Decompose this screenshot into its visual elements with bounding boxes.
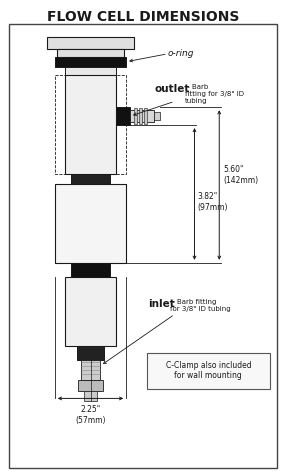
Bar — [71, 174, 110, 183]
Bar — [130, 110, 154, 122]
Bar — [77, 346, 104, 360]
Text: inlet: inlet — [148, 299, 175, 309]
Text: C-Clamp also included
for wall mounting: C-Clamp also included for wall mounting — [166, 361, 251, 380]
Bar — [84, 391, 98, 401]
Bar — [65, 66, 116, 75]
Bar — [55, 57, 126, 67]
Text: FLOW CELL DIMENSIONS: FLOW CELL DIMENSIONS — [47, 10, 239, 24]
Text: 5.60"
(142mm): 5.60" (142mm) — [223, 165, 258, 185]
Bar — [134, 108, 137, 124]
Text: 2.25"
(57mm): 2.25" (57mm) — [75, 405, 106, 425]
Bar — [154, 112, 160, 120]
Bar — [65, 75, 116, 174]
Bar — [144, 108, 147, 124]
Bar — [55, 183, 126, 263]
Bar — [78, 380, 103, 391]
Text: 3.82"
(97mm): 3.82" (97mm) — [197, 192, 228, 211]
Bar — [139, 108, 142, 124]
Text: outlet: outlet — [155, 84, 190, 94]
Text: - Barb fitting
for 3/8" ID tubing: - Barb fitting for 3/8" ID tubing — [170, 299, 230, 313]
Text: - Barb
fitting for 3/8" ID
tubing: - Barb fitting for 3/8" ID tubing — [184, 84, 244, 104]
FancyBboxPatch shape — [147, 353, 270, 389]
Bar — [71, 263, 110, 276]
Bar — [81, 360, 100, 380]
Bar — [65, 276, 116, 346]
Bar — [57, 49, 124, 57]
Text: o-ring: o-ring — [168, 49, 194, 58]
Bar — [55, 183, 126, 263]
Bar — [47, 37, 134, 49]
Bar — [55, 75, 126, 174]
Bar — [116, 107, 130, 125]
